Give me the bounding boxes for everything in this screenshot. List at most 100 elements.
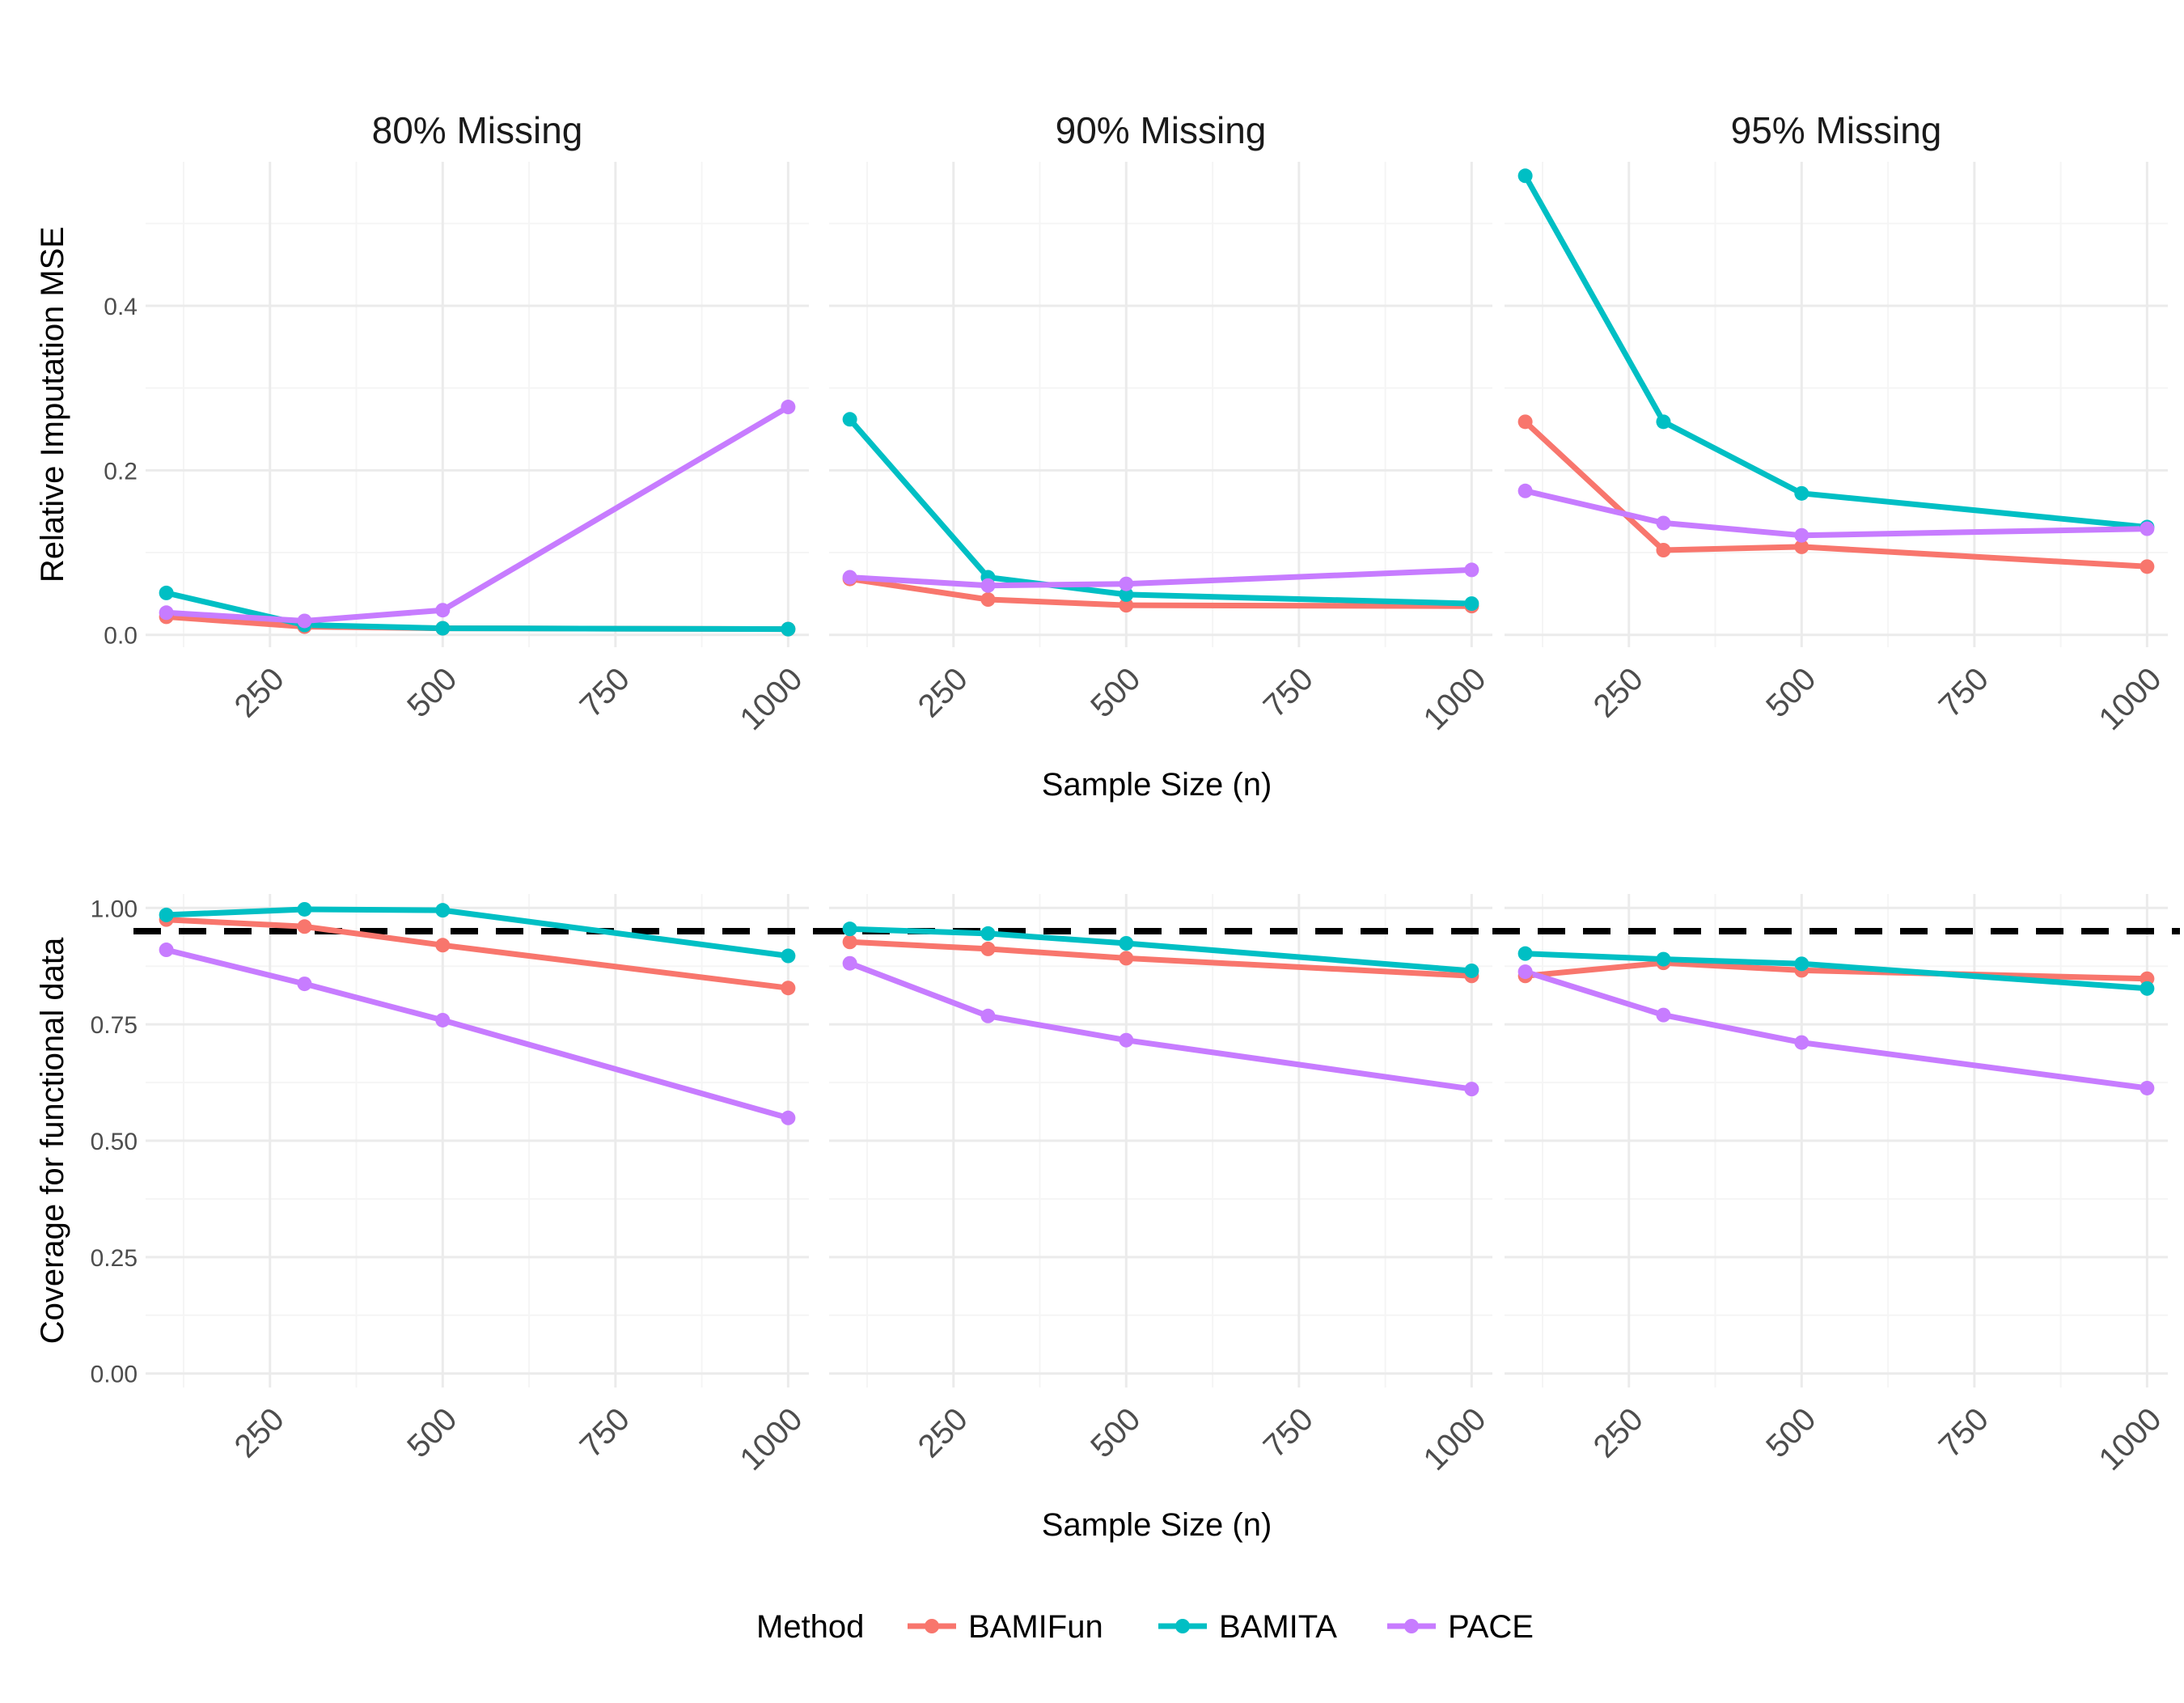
x-tick-label: 1000	[2093, 661, 2169, 737]
y-axis-title: Coverage for functional data	[35, 937, 70, 1344]
facet-title: 95% Missing	[1731, 109, 1942, 151]
x-tick-label: 1000	[2093, 1401, 2169, 1477]
x-tick-label: 500	[1759, 1401, 1822, 1464]
series-line-bamita	[163, 590, 791, 633]
data-point-pace	[435, 603, 451, 618]
data-point-bamita	[1656, 414, 1671, 430]
data-point-pace	[980, 578, 996, 593]
series-line-bamita	[847, 926, 1475, 974]
x-tick-label: 500	[400, 661, 463, 724]
panel-top-3: 250 500 750 1000 95% Missing	[1505, 109, 2169, 737]
data-point-pace	[842, 955, 857, 971]
data-point-bamifun	[842, 934, 857, 950]
panel-top-1: 0.0 0.2 0.4 250 500 750 1000 80% Missing	[104, 109, 809, 737]
data-point-bamifun	[1517, 414, 1533, 430]
data-point-pace	[2140, 521, 2155, 536]
data-point-pace	[1794, 527, 1809, 543]
legend: Method BAMIFun BAMITA PACE	[756, 1609, 1534, 1645]
x-tick-label: 250	[912, 661, 975, 724]
series-line-pace	[1522, 488, 2150, 539]
x-tick-label: 750	[574, 661, 637, 724]
legend-item-bamifun: BAMIFun	[908, 1609, 1103, 1645]
x-tick-label: 1000	[734, 661, 810, 737]
x-tick-label: 750	[1257, 661, 1320, 724]
x-tick-label: 250	[228, 1401, 291, 1464]
data-point-bamita	[435, 903, 451, 918]
data-point-bamita	[435, 621, 451, 636]
y-axis-title: Relative Imputation MSE	[35, 227, 70, 582]
data-point-pace	[1517, 964, 1533, 980]
legend-key-point	[1175, 1619, 1190, 1633]
x-tick-label: 250	[912, 1401, 975, 1464]
legend-label: BAMITA	[1219, 1609, 1337, 1645]
legend-item-bamita: BAMITA	[1158, 1609, 1337, 1645]
data-point-pace	[1794, 1035, 1809, 1050]
legend-item-pace: PACE	[1387, 1609, 1534, 1645]
data-point-bamita	[781, 948, 796, 964]
data-point-pace	[159, 605, 174, 621]
data-point-pace	[1517, 483, 1533, 498]
x-tick-label: 500	[400, 1401, 463, 1464]
x-tick-label: 500	[1084, 661, 1147, 724]
series-line-pace	[163, 404, 791, 624]
data-point-bamita	[2140, 981, 2155, 996]
series-line-bamita	[163, 906, 791, 959]
x-axis-title: Sample Size (n)	[1042, 1507, 1272, 1543]
panel-bottom-1: 0.00 0.25 0.50 0.75 1.00 250 500 750 1000	[91, 894, 821, 1477]
data-point-bamita	[1517, 946, 1533, 961]
y-tick-label: 1.00	[91, 896, 138, 922]
data-point-bamifun	[980, 592, 996, 608]
data-point-bamita	[159, 907, 174, 922]
x-tick-label: 250	[1587, 661, 1650, 724]
legend-key-point	[1404, 1619, 1419, 1633]
series-line-pace	[163, 947, 791, 1121]
data-point-pace	[1656, 1007, 1671, 1023]
data-point-bamifun	[980, 941, 996, 956]
y-tick-label: 0.00	[91, 1362, 138, 1388]
gridlines	[829, 162, 1492, 647]
series-line-bamifun	[847, 576, 1475, 609]
facet-title: 80% Missing	[372, 109, 583, 151]
y-tick-label: 0.0	[104, 623, 138, 650]
y-tick-label: 0.75	[91, 1012, 138, 1039]
data-point-pace	[1656, 515, 1671, 531]
x-tick-label: 1000	[734, 1401, 810, 1477]
data-point-bamifun	[297, 919, 312, 934]
data-point-bamifun	[781, 981, 796, 996]
y-tick-label: 0.50	[91, 1129, 138, 1155]
data-point-bamifun	[1119, 598, 1134, 613]
data-point-pace	[159, 943, 174, 958]
data-point-bamita	[781, 621, 796, 637]
series-line-pace	[847, 566, 1475, 589]
series-line-bamita	[1522, 951, 2150, 992]
data-point-bamita	[1119, 587, 1134, 602]
series-line-pace	[1522, 968, 2150, 1091]
data-point-pace	[1119, 576, 1134, 591]
x-tick-label: 750	[1257, 1401, 1320, 1464]
data-point-bamita	[1656, 951, 1671, 967]
data-point-bamita	[1119, 936, 1134, 951]
gridlines	[146, 162, 809, 647]
data-point-pace	[1464, 562, 1479, 578]
data-point-bamifun	[1119, 951, 1134, 966]
panel-bottom-3: 250 500 750 1000	[1492, 894, 2180, 1477]
legend-title: Method	[756, 1609, 864, 1645]
data-point-bamifun	[435, 938, 451, 953]
x-axis-title: Sample Size (n)	[1042, 767, 1272, 803]
x-tick-label: 250	[228, 661, 291, 724]
series-line-bamifun	[1522, 418, 2150, 570]
data-point-bamifun	[2140, 559, 2155, 574]
x-tick-label: 1000	[1417, 1401, 1493, 1477]
data-point-pace	[781, 400, 796, 415]
data-point-pace	[1119, 1032, 1134, 1048]
data-point-pace	[297, 976, 312, 992]
data-point-bamita	[842, 921, 857, 937]
panel-top-2: 250 500 750 1000 90% Missing	[829, 109, 1493, 737]
data-point-bamita	[1464, 596, 1479, 612]
legend-key-point	[925, 1619, 939, 1633]
series-line-pace	[847, 960, 1475, 1092]
series-line-bamifun	[163, 917, 791, 991]
facet-row-top: 0.0 0.2 0.4 250 500 750 1000 80% Missing 250 500 7…	[35, 109, 2169, 803]
